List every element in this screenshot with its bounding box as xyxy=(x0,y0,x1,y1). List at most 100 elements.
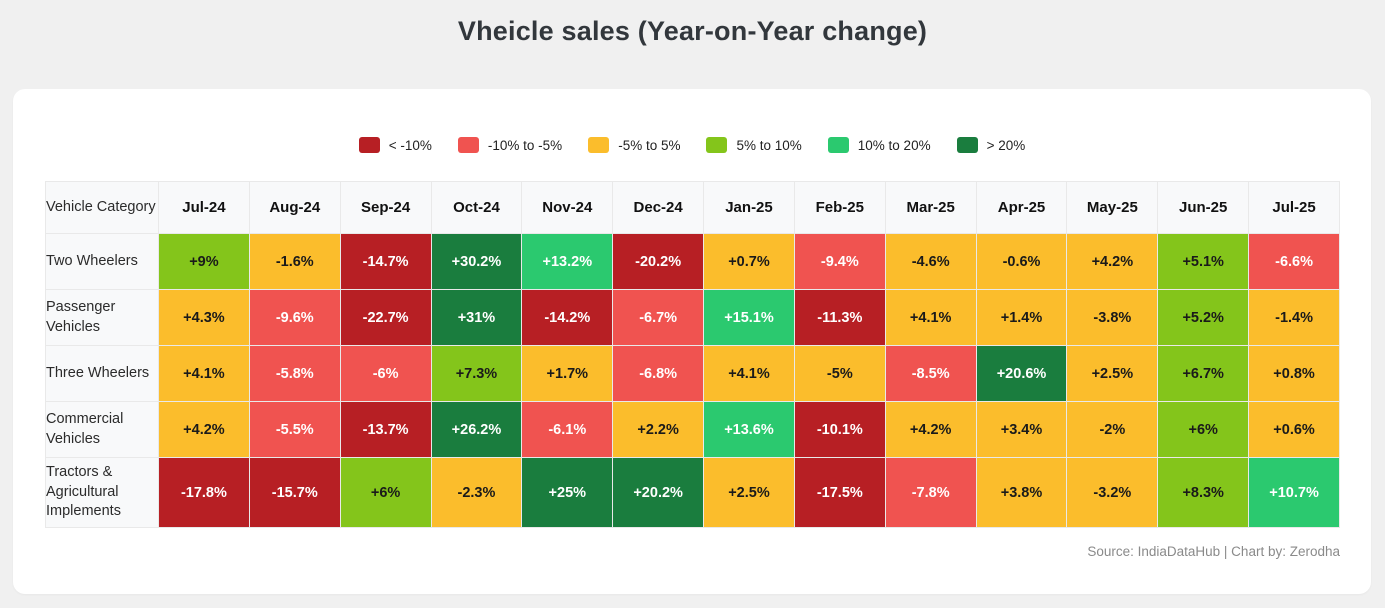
heatmap-cell: +7.3% xyxy=(430,345,523,402)
heatmap-cell: +25% xyxy=(521,457,614,528)
table-row: Tractors & Agricultural Implements -17.8%… xyxy=(45,457,1340,528)
month-header: Mar-25 xyxy=(884,181,977,234)
heatmap-cell: -22.7% xyxy=(339,289,432,346)
legend-swatch-icon xyxy=(457,137,479,153)
table-row: Three Wheelers +4.1% -5.8% -6% +7.3% +1.7% -6.… xyxy=(45,345,1340,402)
legend-label: < -10% xyxy=(388,137,432,153)
heatmap-cell: -5.5% xyxy=(248,401,341,458)
page-title: Vheicle sales (Year-on-Year change) xyxy=(457,16,928,46)
heatmap-cell: +2.5% xyxy=(1066,345,1159,402)
heatmap-cell: +13.6% xyxy=(703,401,795,458)
legend-label: 10% to 20% xyxy=(857,137,931,153)
heatmap-cell: -6.1% xyxy=(521,401,614,458)
heatmap-cell: +6% xyxy=(339,457,432,528)
heatmap-cell: +5.2% xyxy=(1157,289,1250,346)
heatmap-cell: -14.2% xyxy=(521,289,614,346)
heatmap-cell: +30.2% xyxy=(430,233,523,290)
heatmap-cell: +4.2% xyxy=(158,401,250,458)
heatmap-cell: -6.7% xyxy=(612,289,705,346)
heatmap-cell: -8.5% xyxy=(884,345,977,402)
heatmap-cell: +6% xyxy=(1157,401,1250,458)
legend: < -10% -10% to -5% -5% to 5% 5% to 10% 10% t… xyxy=(13,137,1371,153)
heatmap-cell: -20.2% xyxy=(612,233,705,290)
month-header: Nov-24 xyxy=(521,181,614,234)
corner-header: Vehicle Category xyxy=(45,181,159,234)
heatmap-cell: +4.1% xyxy=(884,289,977,346)
month-header: Oct-24 xyxy=(430,181,523,234)
month-header: Jan-25 xyxy=(703,181,795,234)
legend-label: -5% to 5% xyxy=(618,137,681,153)
heatmap-cell: +4.1% xyxy=(158,345,250,402)
legend-item: 10% to 20% xyxy=(827,137,931,153)
heatmap-cell: -6.8% xyxy=(612,345,705,402)
category-cell: Three Wheelers xyxy=(45,345,159,402)
heatmap-cell: +3.4% xyxy=(975,401,1068,458)
heatmap-cell: +20.6% xyxy=(975,345,1068,402)
category-cell: Two Wheelers xyxy=(45,233,159,290)
heatmap-cell: +1.7% xyxy=(521,345,614,402)
table-row: Commercial Vehicles +4.2% -5.5% -13.7% +26.2… xyxy=(45,401,1340,458)
heatmap-cell: -6.6% xyxy=(1248,233,1340,290)
heatmap-cell: -17.8% xyxy=(158,457,250,528)
legend-swatch-icon xyxy=(706,137,728,153)
legend-swatch-icon xyxy=(827,137,849,153)
legend-swatch-icon xyxy=(588,137,610,153)
heatmap-cell: +8.3% xyxy=(1157,457,1250,528)
heatmap-cell: -3.2% xyxy=(1066,457,1159,528)
legend-label: 5% to 10% xyxy=(736,137,802,153)
month-header: Sep-24 xyxy=(339,181,432,234)
heatmap-cell: +31% xyxy=(430,289,523,346)
source-note: Source: IndiaDataHub | Chart by: Zerodha xyxy=(1087,544,1340,559)
heatmap-cell: -0.6% xyxy=(975,233,1068,290)
legend-item: > 20% xyxy=(956,137,1026,153)
heatmap-cell: +4.3% xyxy=(158,289,250,346)
heatmap-cell: +20.2% xyxy=(612,457,705,528)
heatmap-cell: -1.6% xyxy=(248,233,341,290)
header-row: Vehicle Category Jul-24 Aug-24 Sep-24 Oct-24… xyxy=(45,181,1340,234)
heatmap-cell: -2% xyxy=(1066,401,1159,458)
legend-item: -5% to 5% xyxy=(588,137,680,153)
legend-swatch-icon xyxy=(956,137,978,153)
legend-item: 5% to 10% xyxy=(706,137,802,153)
heatmap-cell: -6% xyxy=(339,345,432,402)
chart-card: < -10% -10% to -5% -5% to 5% 5% to 10% 10% t… xyxy=(13,89,1371,594)
heatmap-cell: -4.6% xyxy=(884,233,977,290)
heatmap-cell: -5% xyxy=(793,345,886,402)
heatmap-cell: -9.6% xyxy=(248,289,341,346)
table-row: Two Wheelers +9% -1.6% -14.7% +30.2% +13.2% -2… xyxy=(45,233,1340,290)
heatmap-cell: -3.8% xyxy=(1066,289,1159,346)
heatmap-cell: -11.3% xyxy=(793,289,886,346)
heatmap-cell: -5.8% xyxy=(248,345,341,402)
month-header: Jun-25 xyxy=(1157,181,1250,234)
heatmap-cell: +0.7% xyxy=(703,233,795,290)
month-header: May-25 xyxy=(1066,181,1159,234)
heatmap-cell: +2.2% xyxy=(612,401,705,458)
legend-swatch-icon xyxy=(358,137,380,153)
heatmap-cell: +4.2% xyxy=(884,401,977,458)
legend-label: > 20% xyxy=(986,137,1026,153)
month-header: Dec-24 xyxy=(612,181,705,234)
month-header: Feb-25 xyxy=(793,181,886,234)
heatmap-cell: -17.5% xyxy=(793,457,886,528)
heatmap-cell: +9% xyxy=(158,233,250,290)
month-header: Jul-25 xyxy=(1248,181,1340,234)
heatmap-cell: +6.7% xyxy=(1157,345,1250,402)
table-row: Passenger Vehicles +4.3% -9.6% -22.7% +31% -1… xyxy=(45,289,1340,346)
heatmap-cell: -13.7% xyxy=(339,401,432,458)
heatmap-cell: +2.5% xyxy=(703,457,795,528)
heatmap-cell: +0.8% xyxy=(1248,345,1340,402)
heatmap-cell: +4.2% xyxy=(1066,233,1159,290)
heatmap-cell: -7.8% xyxy=(884,457,977,528)
heatmap-cell: -2.3% xyxy=(430,457,523,528)
heatmap-cell: -15.7% xyxy=(248,457,341,528)
heatmap-cell: -9.4% xyxy=(793,233,886,290)
heatmap-cell: +0.6% xyxy=(1248,401,1340,458)
heatmap-cell: +4.1% xyxy=(703,345,795,402)
heatmap-cell: +5.1% xyxy=(1157,233,1250,290)
heatmap-cell: +15.1% xyxy=(703,289,795,346)
legend-item: < -10% xyxy=(358,137,432,153)
legend-label: -10% to -5% xyxy=(487,137,563,153)
legend-item: -10% to -5% xyxy=(457,137,563,153)
month-header: Jul-24 xyxy=(158,181,250,234)
